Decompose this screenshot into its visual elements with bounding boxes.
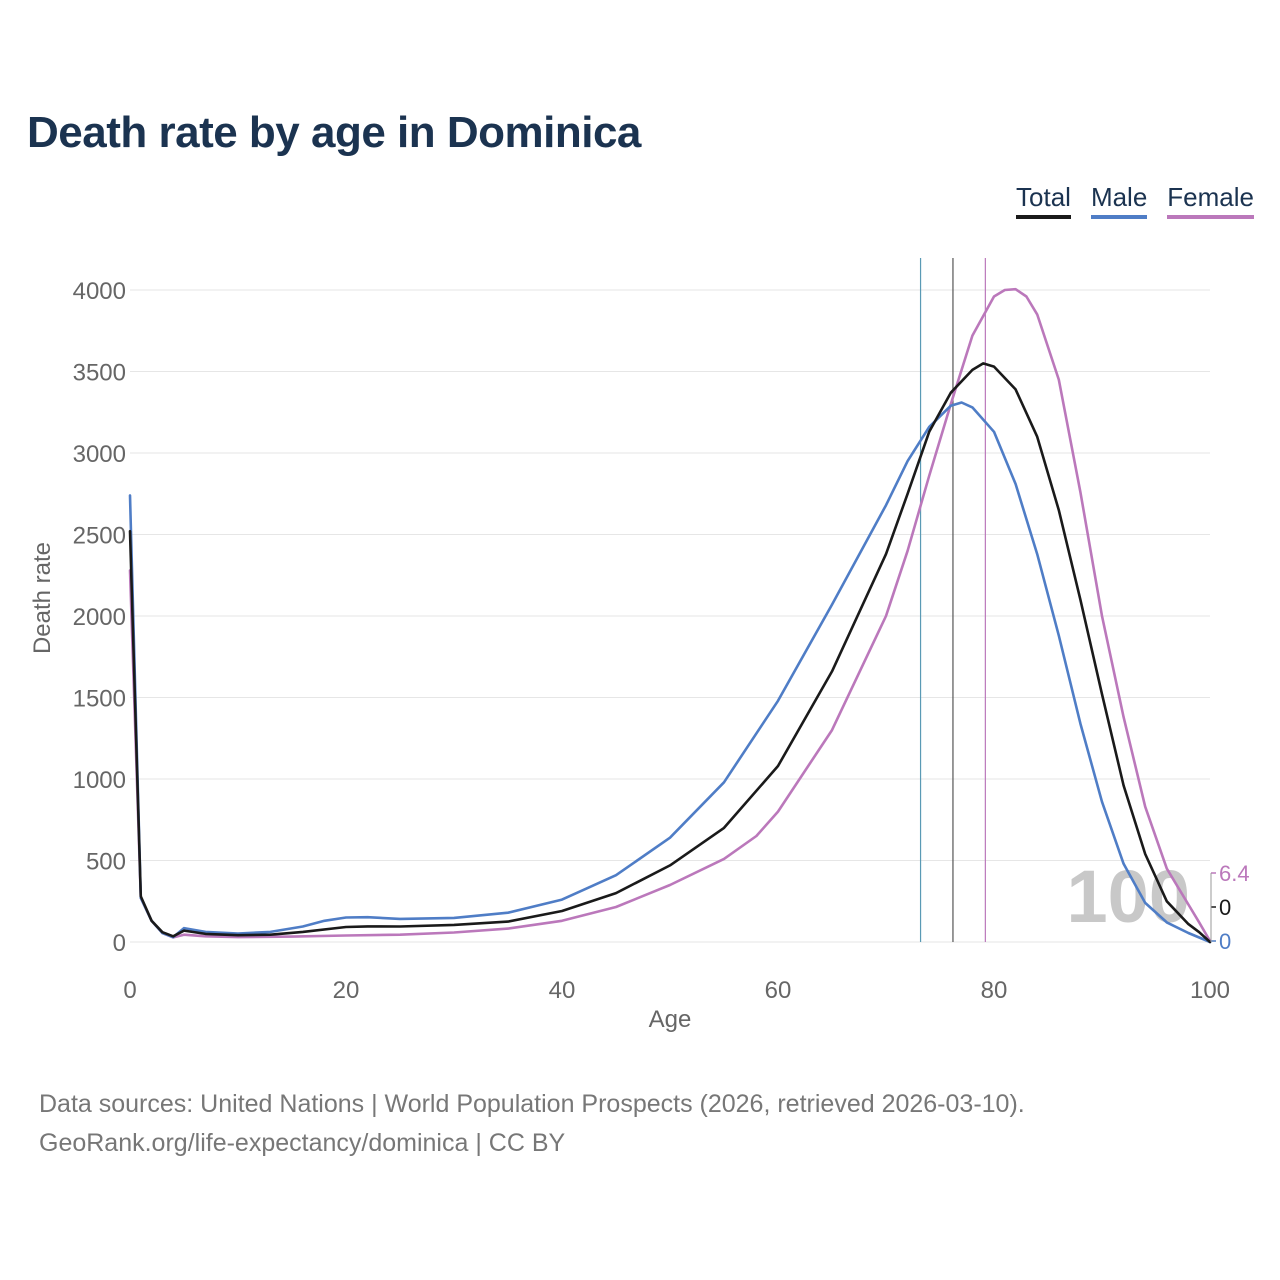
x-tick-label-60: 60 xyxy=(765,977,792,1004)
series-line-male xyxy=(128,401,1212,944)
chart-title: Death rate by age in Dominica xyxy=(27,108,641,157)
y-tick-label-1000: 1000 xyxy=(73,767,126,794)
y-tick-label-500: 500 xyxy=(86,849,126,876)
attribution-text: GeoRank.org/life-expectancy/dominica | C… xyxy=(39,1129,566,1157)
x-tick-label-80: 80 xyxy=(981,977,1008,1004)
series-line-female xyxy=(128,287,1212,943)
x-axis-title: Age xyxy=(649,1006,692,1033)
x-tick-label-0: 0 xyxy=(123,977,136,1004)
x-tick-label-40: 40 xyxy=(549,977,576,1004)
legend-item-male[interactable]: Male xyxy=(1090,182,1148,219)
legend-item-total[interactable]: Total xyxy=(1016,182,1071,219)
y-tick-label-1500: 1500 xyxy=(73,686,126,713)
x-tick-label-20: 20 xyxy=(333,977,360,1004)
y-tick-label-0: 0 xyxy=(113,930,126,957)
y-tick-label-2000: 2000 xyxy=(73,604,126,631)
y-tick-label-2500: 2500 xyxy=(73,523,126,550)
x-tick-label-100: 100 xyxy=(1190,977,1230,1004)
footer: Data sources: United Nations | World Pop… xyxy=(39,1085,1025,1163)
y-tick-label-4000: 4000 xyxy=(73,278,126,305)
end-label-male: 0 xyxy=(1219,929,1231,954)
legend-item-female[interactable]: Female xyxy=(1167,182,1254,219)
data-source-text: Data sources: United Nations | World Pop… xyxy=(39,1090,1025,1118)
end-label-female: 6.4 xyxy=(1219,861,1250,886)
end-label-total: 0 xyxy=(1219,895,1231,920)
y-tick-label-3500: 3500 xyxy=(73,360,126,387)
legend: Total Male Female xyxy=(1016,182,1254,219)
series-line-total xyxy=(128,362,1212,944)
y-tick-label-3000: 3000 xyxy=(73,441,126,468)
y-axis-title: Death rate xyxy=(29,542,56,654)
